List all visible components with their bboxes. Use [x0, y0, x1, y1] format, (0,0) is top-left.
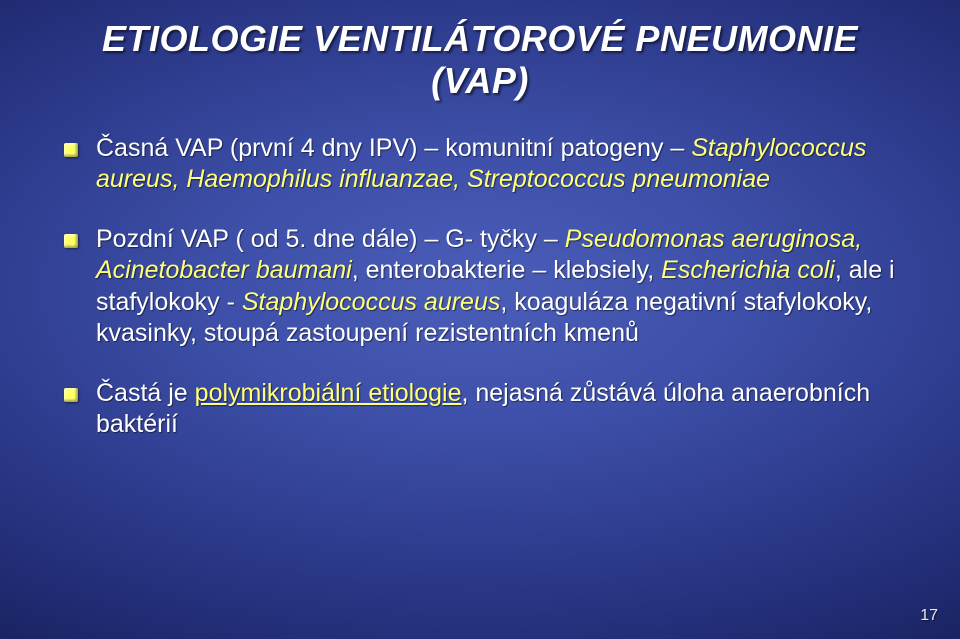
- bullet-text: Pozdní VAP ( od 5. dne dále) – G- tyčky …: [96, 224, 912, 350]
- text-segment: polymikrobiální etiologie: [195, 379, 462, 407]
- page-number: 17: [920, 607, 938, 625]
- slide-body: Časná VAP (první 4 dny IPV) – komunitní …: [48, 133, 912, 469]
- bullet-text: Časná VAP (první 4 dny IPV) – komunitní …: [96, 133, 912, 196]
- text-segment: Staphylococcus aureus: [242, 288, 500, 316]
- text-segment: Častá je: [96, 379, 195, 407]
- bullet-item: Pozdní VAP ( od 5. dne dále) – G- tyčky …: [64, 224, 912, 350]
- bullet-icon: [64, 143, 78, 157]
- bullet-item: Časná VAP (první 4 dny IPV) – komunitní …: [64, 133, 912, 196]
- title-line-1: ETIOLOGIE VENTILÁTOROVÉ PNEUMONIE: [102, 18, 858, 59]
- text-segment: Časná VAP (první 4 dny IPV) – komunitní …: [96, 134, 691, 162]
- text-segment: Escherichia coli: [661, 256, 835, 284]
- slide: ETIOLOGIE VENTILÁTOROVÉ PNEUMONIE (VAP) …: [0, 0, 960, 639]
- bullet-icon: [64, 234, 78, 248]
- text-segment: , enterobakterie – klebsiely,: [352, 256, 661, 284]
- bullet-icon: [64, 388, 78, 402]
- text-segment: Pozdní VAP ( od 5. dne dále) – G- tyčky …: [96, 225, 565, 253]
- bullet-text: Častá je polymikrobiální etiologie, neja…: [96, 378, 912, 441]
- title-line-2: (VAP): [431, 60, 529, 101]
- bullet-item: Častá je polymikrobiální etiologie, neja…: [64, 378, 912, 441]
- slide-title: ETIOLOGIE VENTILÁTOROVÉ PNEUMONIE (VAP): [48, 18, 912, 103]
